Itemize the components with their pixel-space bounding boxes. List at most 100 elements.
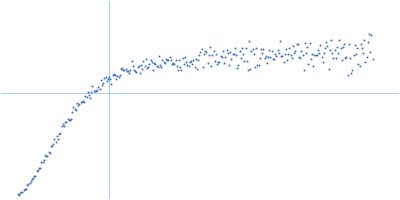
Point bbox=[203, 51, 210, 54]
Point bbox=[292, 49, 299, 52]
Point bbox=[87, 97, 93, 100]
Point bbox=[218, 54, 224, 57]
Point bbox=[222, 56, 228, 59]
Point bbox=[202, 49, 208, 53]
Point bbox=[276, 51, 282, 55]
Point bbox=[280, 61, 287, 64]
Point bbox=[50, 143, 56, 146]
Point bbox=[18, 190, 24, 194]
Point bbox=[121, 69, 128, 72]
Point bbox=[309, 53, 315, 56]
Point bbox=[341, 42, 347, 46]
Point bbox=[44, 154, 50, 157]
Point bbox=[216, 60, 223, 64]
Point bbox=[358, 42, 364, 45]
Point bbox=[285, 53, 292, 56]
Point bbox=[84, 91, 91, 94]
Point bbox=[127, 69, 134, 72]
Point bbox=[136, 65, 142, 68]
Point bbox=[46, 152, 53, 155]
Point bbox=[108, 82, 115, 85]
Point bbox=[299, 53, 306, 56]
Point bbox=[24, 183, 30, 186]
Point bbox=[102, 75, 109, 78]
Point bbox=[259, 51, 265, 54]
Point bbox=[316, 51, 322, 54]
Point bbox=[132, 69, 138, 72]
Point bbox=[94, 88, 100, 92]
Point bbox=[343, 55, 350, 59]
Point bbox=[145, 65, 152, 68]
Point bbox=[314, 53, 320, 57]
Point bbox=[105, 77, 111, 81]
Point bbox=[326, 68, 332, 71]
Point bbox=[215, 60, 222, 64]
Point bbox=[227, 50, 233, 54]
Point bbox=[283, 47, 289, 50]
Point bbox=[361, 38, 368, 41]
Point bbox=[111, 72, 117, 75]
Point bbox=[241, 59, 248, 62]
Point bbox=[242, 47, 249, 50]
Point bbox=[335, 52, 341, 55]
Point bbox=[342, 57, 348, 60]
Point bbox=[93, 90, 99, 93]
Point bbox=[256, 63, 262, 66]
Point bbox=[244, 59, 250, 63]
Point bbox=[140, 59, 147, 62]
Point bbox=[364, 55, 370, 58]
Point bbox=[30, 176, 36, 179]
Point bbox=[52, 140, 59, 144]
Point bbox=[120, 69, 126, 72]
Point bbox=[139, 68, 146, 71]
Point bbox=[257, 56, 263, 59]
Point bbox=[250, 47, 256, 50]
Point bbox=[346, 43, 352, 46]
Point bbox=[320, 61, 326, 64]
Point bbox=[294, 43, 301, 46]
Point bbox=[318, 56, 325, 59]
Point bbox=[159, 58, 166, 61]
Point bbox=[48, 144, 54, 147]
Point bbox=[162, 61, 168, 64]
Point bbox=[195, 58, 201, 61]
Point bbox=[171, 62, 178, 65]
Point bbox=[220, 49, 226, 52]
Point bbox=[312, 54, 319, 57]
Point bbox=[267, 55, 274, 58]
Point bbox=[298, 50, 304, 53]
Point bbox=[67, 119, 73, 122]
Point bbox=[90, 89, 97, 93]
Point bbox=[110, 74, 116, 77]
Point bbox=[83, 95, 90, 98]
Point bbox=[57, 132, 64, 135]
Point bbox=[61, 124, 67, 128]
Point bbox=[262, 54, 269, 58]
Point bbox=[348, 72, 354, 75]
Point bbox=[354, 46, 360, 50]
Point bbox=[166, 55, 173, 59]
Point bbox=[37, 166, 44, 170]
Point bbox=[76, 102, 82, 106]
Point bbox=[189, 62, 195, 65]
Point bbox=[143, 57, 149, 60]
Point bbox=[322, 46, 328, 49]
Point bbox=[296, 55, 302, 58]
Point bbox=[355, 62, 362, 65]
Point bbox=[73, 108, 79, 111]
Point bbox=[60, 122, 66, 125]
Point bbox=[157, 63, 163, 67]
Point bbox=[328, 38, 334, 41]
Point bbox=[266, 49, 272, 52]
Point bbox=[68, 117, 74, 120]
Point bbox=[277, 39, 283, 42]
Point bbox=[45, 151, 52, 154]
Point bbox=[289, 57, 295, 60]
Point bbox=[130, 65, 136, 68]
Point bbox=[32, 174, 39, 177]
Point bbox=[228, 58, 234, 61]
Point bbox=[66, 118, 72, 121]
Point bbox=[142, 64, 148, 67]
Point bbox=[279, 54, 286, 58]
Point bbox=[19, 190, 26, 193]
